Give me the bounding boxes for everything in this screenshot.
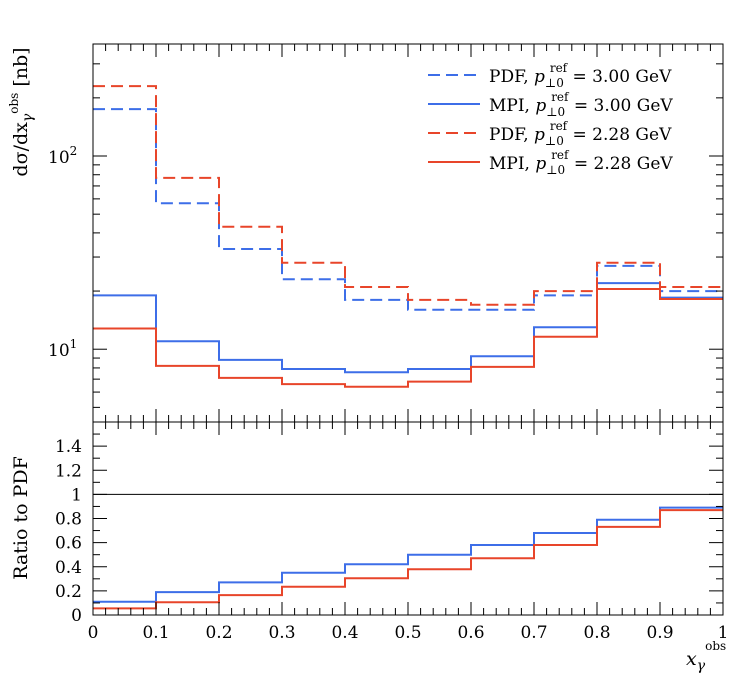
x-tick-label: 0.9 bbox=[646, 623, 673, 643]
legend-label-3: MPI, p⊥0ref = 2.28 GeV bbox=[489, 148, 673, 177]
ratio-y-tick-label: 0 bbox=[71, 606, 82, 626]
main-series-3 bbox=[93, 288, 723, 388]
x-axis-title: xγobs bbox=[686, 639, 726, 674]
x-tick-label: 0.6 bbox=[457, 623, 484, 643]
ratio-y-tick-label: 1.4 bbox=[55, 437, 82, 457]
x-tick-label: 0.7 bbox=[520, 623, 547, 643]
x-tick-label: 0.1 bbox=[142, 623, 169, 643]
main-y-tick-label: 102 bbox=[48, 144, 77, 168]
ratio-y-axis-title: Ratio to PDF bbox=[10, 456, 32, 580]
x-tick-label: 0.8 bbox=[583, 623, 610, 643]
ratio-panel: 0 0.1 0.2 0.3 0.4 0.5 0.6 0.7 0.8 0.9 1 0 0.2 0.4 0.6 0… bbox=[55, 421, 729, 643]
main-y-tick-label: 101 bbox=[48, 337, 77, 361]
main-y-axis-title: dσ/dxγobs [nb] bbox=[7, 47, 36, 176]
ratio-y-tick-label: 1 bbox=[71, 485, 82, 505]
legend-label-1: MPI, p⊥0ref = 3.00 GeV bbox=[489, 90, 673, 119]
x-tick-label: 1 bbox=[718, 623, 729, 643]
legend-label-2: PDF, p⊥0ref = 2.28 GeV bbox=[489, 119, 672, 148]
ratio-y-tick-label: 0.8 bbox=[55, 510, 82, 530]
x-tick-label: 0.4 bbox=[331, 623, 358, 643]
ratio-series-0 bbox=[93, 506, 723, 603]
legend-label-0: PDF, p⊥0ref = 3.00 GeV bbox=[489, 61, 672, 90]
ratio-series-1 bbox=[93, 509, 723, 610]
main-series-2 bbox=[93, 85, 723, 306]
ratio-y-tick-label: 1.2 bbox=[55, 461, 82, 481]
x-tick-label: 0.2 bbox=[205, 623, 232, 643]
x-tick-label: 0 bbox=[88, 623, 99, 643]
x-tick-label: 0.5 bbox=[394, 623, 421, 643]
ratio-frame bbox=[92, 421, 724, 616]
x-tick-label: 0.3 bbox=[268, 623, 295, 643]
ratio-y-tick-label: 0.4 bbox=[55, 558, 82, 578]
ratio-y-tick-label: 0.2 bbox=[55, 582, 82, 602]
ratio-y-tick-label: 0.6 bbox=[55, 534, 82, 554]
